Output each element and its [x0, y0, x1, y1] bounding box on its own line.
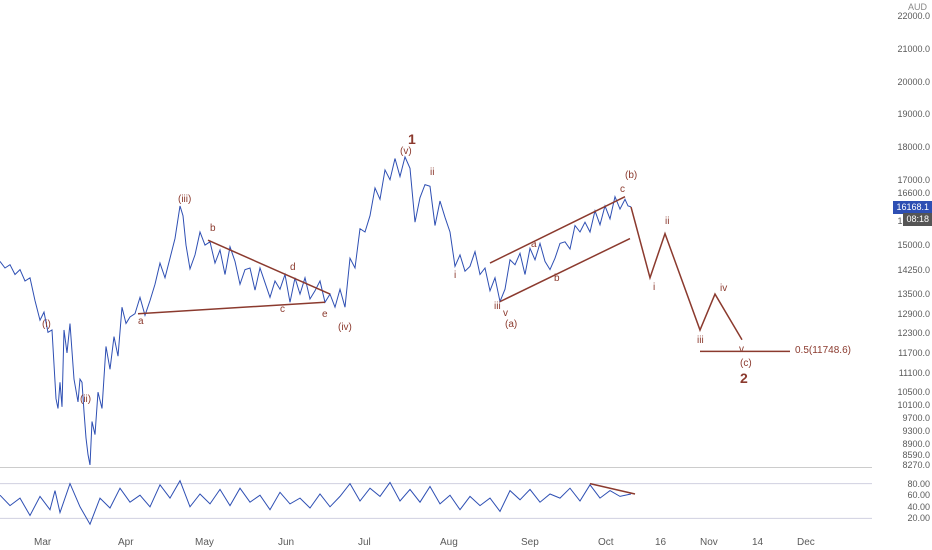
y-tick-label: 8270.0 [902, 460, 930, 470]
x-tick-label: Jul [358, 537, 371, 548]
trend-line-2 [490, 197, 625, 263]
indicator-line [0, 481, 631, 525]
x-tick-label: Dec [797, 537, 815, 548]
y-tick-label: 15000.0 [897, 240, 930, 250]
wave-label: (iv) [338, 322, 352, 333]
time-tag: 08:18 [903, 213, 932, 226]
indicator-tick-label: 80.00 [907, 479, 930, 489]
y-tick-label: 19000.0 [897, 109, 930, 119]
y-tick-label: 21000.0 [897, 44, 930, 54]
y-tick-label: 10500.0 [897, 387, 930, 397]
indicator-tick-label: 40.00 [907, 502, 930, 512]
y-tick-label: 9700.0 [902, 413, 930, 423]
wave-label: 1 [408, 131, 416, 147]
projection-line [631, 207, 742, 340]
wave-label: c [280, 304, 285, 315]
y-tick-label: 9300.0 [902, 426, 930, 436]
y-tick-label: 11700.0 [898, 348, 930, 358]
wave-label: 2 [740, 370, 748, 386]
wave-label: e [322, 309, 328, 320]
x-tick-label: Oct [598, 537, 614, 548]
wave-label: iii [494, 301, 501, 312]
indicator-chart[interactable] [0, 472, 872, 530]
x-tick-label: 16 [655, 537, 666, 548]
wave-label: (i) [42, 319, 51, 330]
wave-label: v [503, 308, 508, 319]
x-tick-label: Mar [34, 537, 51, 548]
x-tick-label: Aug [440, 537, 458, 548]
wave-label: c [620, 184, 625, 195]
y-tick-label: 22000.0 [897, 11, 930, 21]
wave-label: (b) [625, 170, 637, 181]
wave-label: d [290, 262, 296, 273]
trend-line-0 [138, 302, 325, 313]
wave-label: (a) [505, 319, 517, 330]
y-tick-label: 8590.0 [902, 450, 930, 460]
y-tick-label: 12300.0 [897, 328, 930, 338]
x-tick-label: Apr [118, 537, 134, 548]
y-tick-label: 13500.0 [897, 289, 930, 299]
wave-label: i [454, 270, 456, 281]
wave-label: a [138, 316, 144, 327]
x-tick-label: Nov [700, 537, 718, 548]
wave-label: b [554, 273, 560, 284]
y-tick-label: 14250.0 [897, 265, 930, 275]
indicator-tick-label: 20.00 [907, 513, 930, 523]
y-tick-label: 18000.0 [897, 142, 930, 152]
y-tick-label: 8900.0 [902, 439, 930, 449]
panel-divider [0, 467, 872, 468]
wave-label: ii [430, 167, 434, 178]
y-tick-label: 17000.0 [897, 175, 930, 185]
y-tick-label: 10100.0 [897, 400, 930, 410]
x-tick-label: 14 [752, 537, 763, 548]
indicator-tick-label: 60.00 [907, 490, 930, 500]
wave-label: (v) [400, 146, 412, 157]
y-tick-label: 16600.0 [897, 188, 930, 198]
wave-label: (iii) [178, 194, 191, 205]
x-tick-label: May [195, 537, 214, 548]
wave-label: b [210, 223, 216, 234]
y-tick-label: 11100.0 [899, 368, 930, 378]
wave-label: (ii) [80, 394, 91, 405]
last-price-tag: 16168.1 [893, 201, 932, 214]
main-price-chart[interactable] [0, 0, 872, 465]
y-tick-label: 20000.0 [897, 77, 930, 87]
wave-label: iii [697, 335, 704, 346]
price-line [0, 157, 631, 465]
wave-label: a [531, 239, 537, 250]
wave-label: iv [720, 283, 727, 294]
x-tick-label: Sep [521, 537, 539, 548]
wave-label: i [653, 282, 655, 293]
wave-label: ii [665, 216, 669, 227]
fib-label: 0.5(11748.6) [795, 345, 851, 356]
wave-label: (c) [740, 358, 752, 369]
wave-label: v [739, 344, 744, 355]
x-tick-label: Jun [278, 537, 294, 548]
y-tick-label: 12900.0 [897, 309, 930, 319]
